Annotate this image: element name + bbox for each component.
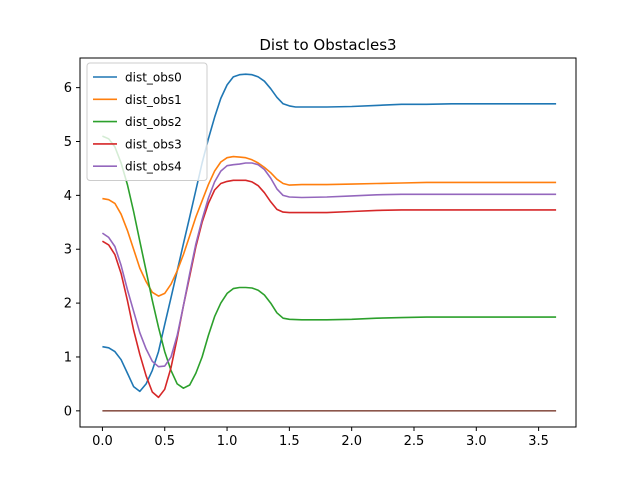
x-tick-label: 2.5 [404,434,425,449]
series-line-3 [101,179,557,399]
series-line-1 [102,155,557,297]
y-tick-label: 2 [64,297,72,312]
legend-label: dist_obs0 [125,71,182,85]
legend-label: dist_obs1 [125,93,182,107]
x-tick-label: 2.0 [341,434,362,449]
y-tick-label: 5 [64,135,72,150]
y-axis-ticks: 0 1 2 3 4 5 6 [64,81,80,419]
x-tick-label: 1.0 [217,434,238,449]
x-tick-label: 0.5 [154,434,175,449]
legend-box [86,62,208,181]
legend-label: dist_obs3 [125,137,182,151]
x-axis-ticks: 0.0 0.5 1.0 1.5 2.0 2.5 3.0 3.5 [92,427,549,449]
x-tick-label: 1.5 [279,434,300,449]
series-line-4 [101,162,557,368]
y-tick-label: 3 [64,243,72,258]
y-tick-label: 6 [64,81,72,96]
series-layer [101,73,557,412]
x-tick-label: 3.0 [466,434,487,449]
plot-frame [79,57,577,428]
y-tick-label: 0 [64,404,72,419]
series-line-0 [102,73,557,393]
x-tick-label: 0.0 [92,434,113,449]
x-tick-label: 3.5 [528,434,549,449]
legend-label: dist_obs4 [125,160,182,174]
y-tick-label: 4 [64,189,72,204]
y-tick-label: 1 [64,350,72,365]
legend: dist_obs0 dist_obs1 dist_obs2 dist_obs3dist… [86,62,208,181]
series-line-2 [102,135,557,390]
chart-title: Dist to Obstacles3 [259,36,396,54]
legend-label: dist_obs2 [125,115,182,129]
